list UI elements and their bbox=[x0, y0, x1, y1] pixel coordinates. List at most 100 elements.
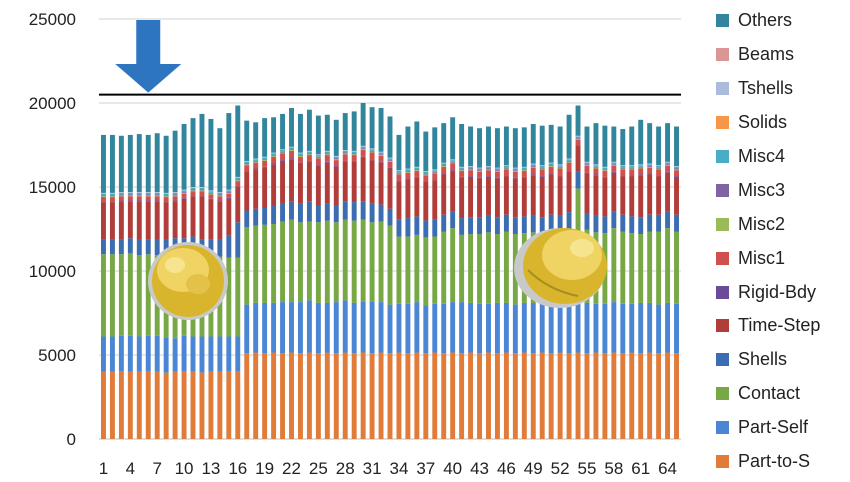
bar-segment-misc1 bbox=[163, 197, 169, 202]
bar-segment-part-to-s bbox=[101, 371, 106, 439]
bar-segment-misc4 bbox=[127, 192, 133, 195]
head-model-image-right bbox=[514, 228, 607, 308]
bar-segment-misc1 bbox=[306, 155, 312, 161]
bar-segment-rigid-bdy bbox=[306, 160, 312, 162]
bar-segment-rigid-bdy bbox=[217, 200, 223, 202]
bar-segment-misc1 bbox=[396, 174, 402, 181]
bar-segment-contact bbox=[127, 253, 133, 336]
bar-segment-shells bbox=[396, 219, 402, 237]
bar-segment-misc2 bbox=[432, 172, 438, 174]
bar-segment-others bbox=[450, 117, 456, 160]
bar-segment-shells bbox=[226, 235, 232, 258]
bar-segment-part-self bbox=[271, 302, 277, 353]
bar-segment-time-step bbox=[253, 169, 259, 209]
bar-segment-shells bbox=[566, 212, 572, 229]
x-tick-label: 34 bbox=[389, 459, 408, 478]
bar-segment-shells bbox=[163, 239, 169, 256]
bar-segment-misc4 bbox=[477, 168, 482, 171]
bar-segment-part-self bbox=[244, 304, 250, 354]
bar-segment-contact bbox=[280, 221, 286, 303]
bar-segment-part-self bbox=[217, 336, 223, 372]
bar-segment-misc4 bbox=[512, 168, 518, 171]
bar-segment-contact bbox=[486, 232, 491, 304]
bar-segment-rigid-bdy bbox=[584, 172, 590, 174]
bar-segment-part-self bbox=[172, 338, 178, 372]
bar-segment-part-to-s bbox=[289, 352, 294, 439]
x-tick-label: 19 bbox=[255, 459, 274, 478]
legend: Others Beams Tshells Solids Misc4 Misc3 Misc2 M… bbox=[716, 4, 850, 478]
bar-segment-misc3 bbox=[154, 194, 160, 196]
bar-segment-misc1 bbox=[512, 171, 518, 178]
bar-segment-part-self bbox=[674, 303, 679, 354]
bar-segment-shells bbox=[342, 201, 348, 220]
x-tick-label: 43 bbox=[470, 459, 489, 478]
legend-item-misc1: Misc1 bbox=[716, 241, 850, 275]
bar-segment-tshells bbox=[109, 192, 115, 194]
bar-segment-misc2 bbox=[387, 160, 393, 162]
legend-item-misc3: Misc3 bbox=[716, 173, 850, 207]
bar-segment-shells bbox=[665, 211, 671, 229]
bar-segment-contact bbox=[647, 231, 653, 303]
bar-segment-time-step bbox=[342, 161, 348, 202]
bar-segment-misc1 bbox=[289, 150, 294, 159]
x-tick-label: 25 bbox=[309, 459, 328, 478]
bar-segment-tshells bbox=[539, 165, 545, 166]
bar-segment-others bbox=[136, 134, 142, 193]
bar-segment-tshells bbox=[414, 166, 420, 168]
bar-segment-part-to-s bbox=[584, 353, 590, 439]
bar-segment-time-step bbox=[441, 174, 447, 215]
bar-segment-shells bbox=[557, 215, 563, 233]
bar-segment-misc2 bbox=[521, 170, 527, 172]
bar-segment-rigid-bdy bbox=[226, 197, 232, 199]
bar-segment-rigid-bdy bbox=[575, 145, 581, 146]
bar-segment-tshells bbox=[486, 166, 491, 167]
bar-segment-misc1 bbox=[136, 196, 142, 201]
bar-segment-part-self bbox=[208, 336, 214, 372]
bar-segment-tshells bbox=[521, 166, 527, 168]
bar-segment-misc1 bbox=[145, 196, 151, 201]
bar-segment-misc2 bbox=[226, 192, 232, 194]
bar-segment-misc1 bbox=[557, 168, 563, 176]
bar-segment-shells bbox=[101, 239, 106, 255]
bar-segment-misc2 bbox=[539, 168, 545, 170]
bar-segment-misc1 bbox=[494, 171, 500, 178]
bar-segment-time-step bbox=[432, 180, 438, 220]
bar-segment-tshells bbox=[378, 151, 384, 153]
bar-segment-misc1 bbox=[154, 196, 160, 201]
bar-segment-misc4 bbox=[262, 157, 268, 160]
bar-segment-tshells bbox=[199, 187, 205, 188]
bar-segment-misc3 bbox=[638, 166, 644, 168]
legend-label: Misc4 bbox=[738, 146, 786, 166]
bar-segment-tshells bbox=[441, 162, 447, 164]
bar-segment-others bbox=[629, 126, 635, 166]
bar-segment-tshells bbox=[459, 166, 465, 168]
bar-segment-misc2 bbox=[199, 190, 205, 192]
bar-segment-others bbox=[468, 126, 474, 166]
bar-segment-others bbox=[620, 129, 626, 166]
bar-segment-part-self bbox=[647, 302, 653, 353]
bar-segment-misc3 bbox=[620, 167, 626, 169]
bar-segment-part-self bbox=[199, 336, 205, 373]
bar-segment-misc2 bbox=[548, 166, 554, 167]
bar-segment-time-step bbox=[602, 177, 608, 217]
bar-segment-rigid-bdy bbox=[244, 171, 250, 172]
bar-segment-part-to-s bbox=[396, 352, 402, 439]
bar-segment-part-to-s bbox=[315, 353, 321, 439]
bar-segment-misc4 bbox=[584, 162, 590, 165]
bar-segment-misc1 bbox=[486, 170, 491, 177]
bar-segment-part-self bbox=[351, 302, 357, 354]
bar-segment-time-step bbox=[548, 174, 554, 215]
bar-segment-rigid-bdy bbox=[674, 176, 679, 177]
bar-segment-misc1 bbox=[253, 162, 259, 169]
bar-segment-part-to-s bbox=[566, 353, 572, 439]
bar-segment-rigid-bdy bbox=[369, 159, 375, 161]
bar-segment-part-to-s bbox=[217, 371, 223, 439]
bar-segment-tshells bbox=[494, 167, 500, 169]
bar-segment-misc1 bbox=[271, 156, 277, 164]
bar-segment-part-to-s bbox=[477, 353, 482, 439]
bar-segment-tshells bbox=[163, 192, 169, 194]
bar-segment-contact bbox=[450, 228, 456, 303]
bar-segment-shells bbox=[450, 211, 456, 229]
bar-segment-others bbox=[566, 114, 572, 159]
bar-segment-misc4 bbox=[611, 162, 617, 165]
